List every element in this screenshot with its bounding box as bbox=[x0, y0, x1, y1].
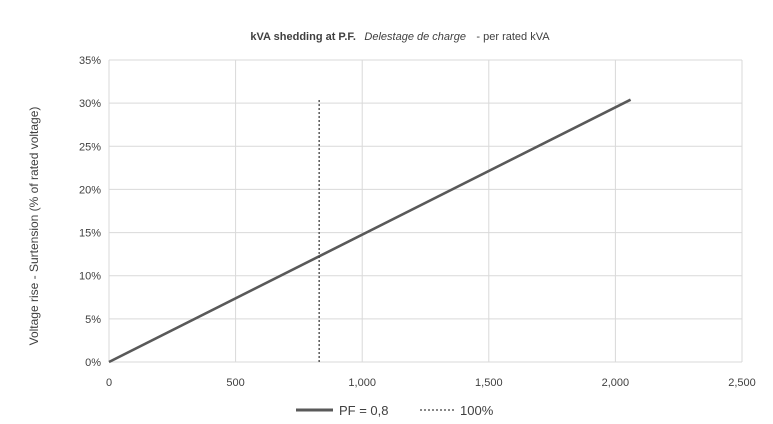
chart-title-rest: - per rated kVA bbox=[476, 31, 550, 43]
y-tick-label: 25% bbox=[79, 141, 101, 153]
y-tick-label: 10% bbox=[79, 271, 101, 283]
legend-label-100: 100% bbox=[460, 403, 494, 418]
grid-lines bbox=[108, 59, 743, 363]
x-tick-label: 2,000 bbox=[602, 377, 630, 389]
plot-series bbox=[108, 98, 632, 364]
tick-labels: 0% 5% 10% 15% 20% 25% 30% 35% 0 500 1,000 1,500 2,00… bbox=[79, 55, 756, 389]
chart-title: kVA shedding at P.F. Delestage de charge… bbox=[250, 27, 550, 44]
x-tick-label: 1,500 bbox=[475, 377, 503, 389]
y-tick-label: 30% bbox=[79, 98, 101, 110]
x-tick-label: 2,500 bbox=[728, 377, 756, 389]
x-tick-label: 0 bbox=[106, 377, 112, 389]
y-tick-label: 15% bbox=[79, 228, 101, 240]
y-tick-label: 5% bbox=[85, 314, 101, 326]
legend: PF = 0,8 100% bbox=[296, 403, 494, 418]
chart-title-italic: Delestage de charge bbox=[364, 31, 466, 43]
x-tick-label: 500 bbox=[226, 377, 244, 389]
legend-label-pf: PF = 0,8 bbox=[339, 403, 389, 418]
y-tick-label: 20% bbox=[79, 184, 101, 196]
y-tick-label: 0% bbox=[85, 357, 101, 369]
x-tick-label: 1,000 bbox=[348, 377, 376, 389]
y-tick-label: 35% bbox=[79, 55, 101, 67]
chart-title-bold: kVA shedding at P.F. bbox=[250, 31, 356, 43]
series-line-pf bbox=[108, 98, 632, 364]
y-axis-label: Voltage rise - Surtension (% of rated vo… bbox=[27, 107, 41, 346]
